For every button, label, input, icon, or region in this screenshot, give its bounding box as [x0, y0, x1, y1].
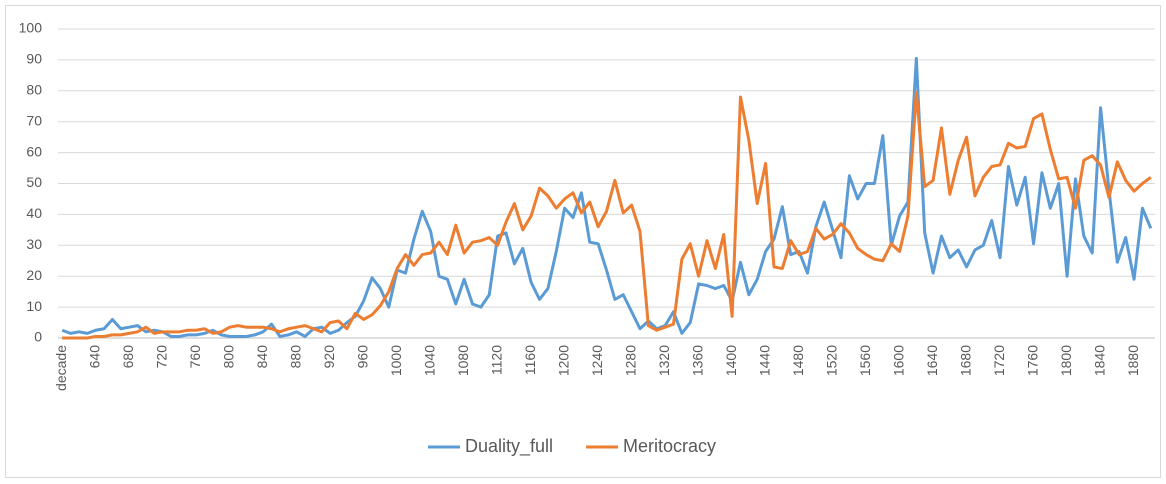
x-tick-label: 1040	[421, 345, 437, 376]
x-tick-label: 1680	[957, 345, 973, 376]
x-tick-label: 1320	[656, 345, 672, 376]
x-tick-label: 1880	[1125, 345, 1141, 376]
x-tick-label: 1600	[890, 345, 906, 376]
x-tick-label: 1440	[756, 345, 772, 376]
legend-label: Duality_full	[465, 436, 553, 457]
x-tick-label: 1200	[555, 345, 571, 376]
x-tick-label: decade	[53, 345, 69, 391]
y-tick-label: 0	[34, 329, 42, 345]
x-tick-label: 1000	[388, 345, 404, 376]
x-tick-label: 1560	[857, 345, 873, 376]
y-tick-label: 10	[26, 298, 42, 314]
y-tick-label: 60	[26, 143, 42, 159]
y-tick-label: 100	[19, 20, 43, 36]
x-tick-label: 1480	[790, 345, 806, 376]
chart-border	[5, 5, 1161, 478]
x-tick-label: 1280	[622, 345, 638, 376]
x-tick-label: 720	[153, 345, 169, 369]
x-tick-label: 1400	[723, 345, 739, 376]
data-line	[62, 90, 1152, 340]
data-line	[61, 56, 1153, 338]
x-tick-label: 1720	[991, 345, 1007, 376]
x-tick-label: 1360	[689, 345, 705, 376]
x-tick-label: 1520	[823, 345, 839, 376]
x-tick-label: 1800	[1058, 345, 1074, 376]
x-tick-label: 1240	[589, 345, 605, 376]
x-tick-label: 1080	[455, 345, 471, 376]
x-tick-label: 760	[187, 345, 203, 369]
y-tick-label: 50	[26, 174, 42, 190]
x-tick-label: 640	[86, 345, 102, 369]
legend-item: Meritocracy	[586, 436, 716, 456]
legend-label: Meritocracy	[623, 436, 716, 456]
y-tick-label: 20	[26, 267, 42, 283]
x-tick-label: 1760	[1024, 345, 1040, 376]
y-tick-label: 90	[26, 51, 42, 67]
legend-item: Duality_full	[428, 436, 553, 457]
y-tick-label: 70	[26, 112, 42, 128]
x-tick-label: 880	[287, 345, 303, 369]
x-tick-label: 680	[120, 345, 136, 369]
x-tick-label: 1640	[924, 345, 940, 376]
x-tick-label: 920	[321, 345, 337, 369]
x-tick-label: 1840	[1091, 345, 1107, 376]
y-tick-label: 40	[26, 205, 42, 221]
y-tick-label: 30	[26, 236, 42, 252]
x-tick-label: 800	[220, 345, 236, 369]
x-tick-label: 1120	[488, 345, 504, 375]
x-tick-label: 960	[354, 345, 370, 369]
x-tick-label: 1160	[522, 345, 538, 375]
x-tick-label: 840	[254, 345, 270, 369]
y-tick-label: 80	[26, 82, 42, 98]
